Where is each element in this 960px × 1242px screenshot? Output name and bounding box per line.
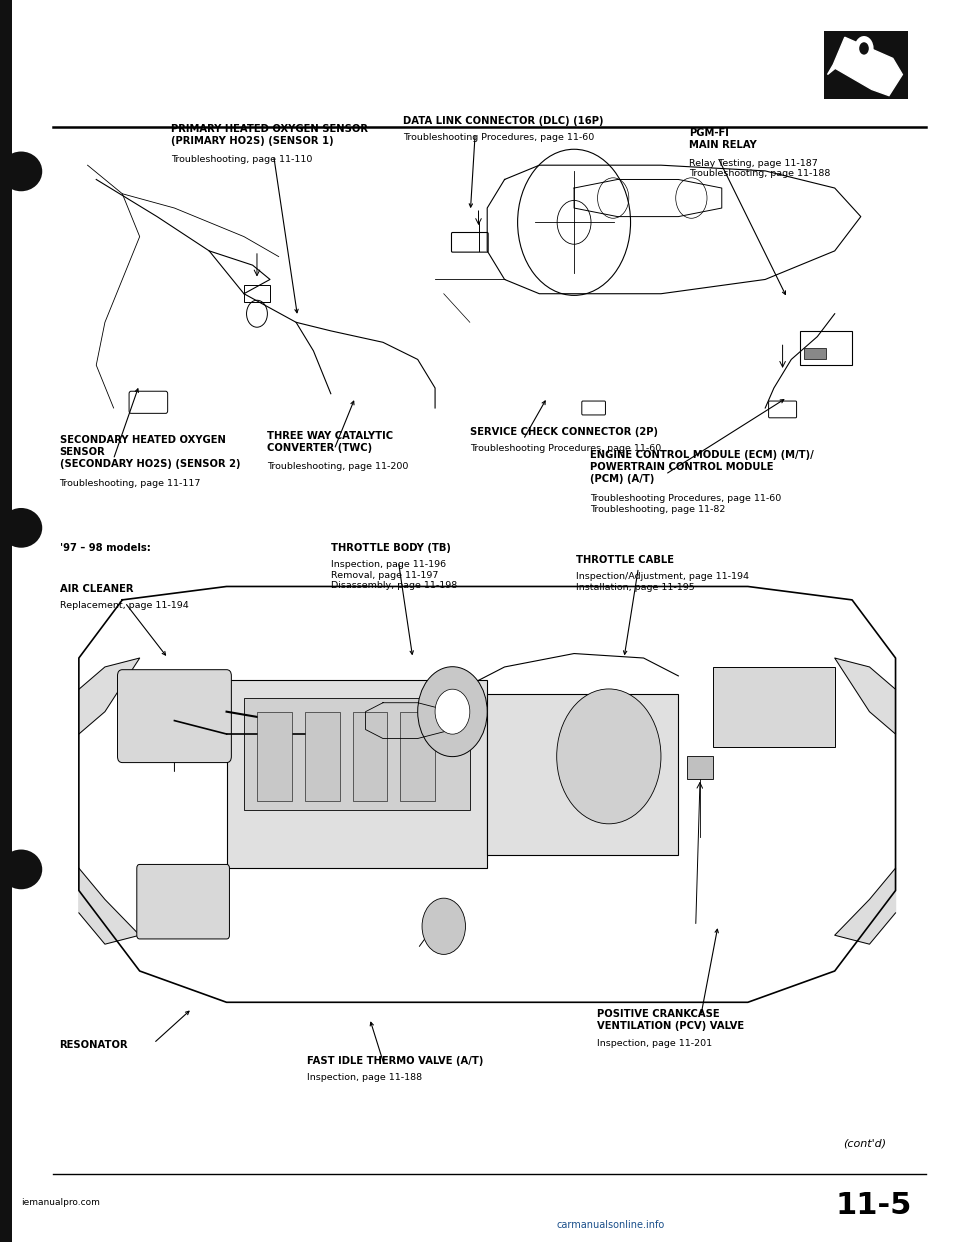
Bar — [352, 712, 387, 801]
Text: THROTTLE CABLE: THROTTLE CABLE — [576, 555, 674, 565]
Text: Troubleshooting Procedures, page 11-60
Troubleshooting, page 11-82: Troubleshooting Procedures, page 11-60 T… — [590, 494, 781, 514]
Circle shape — [854, 36, 874, 61]
Text: PRIMARY HEATED OXYGEN SENSOR
(PRIMARY HO2S) (SENSOR 1): PRIMARY HEATED OXYGEN SENSOR (PRIMARY HO… — [171, 124, 368, 147]
Bar — [244, 698, 469, 810]
Text: RESONATOR: RESONATOR — [60, 1040, 128, 1049]
Bar — [400, 712, 435, 801]
Text: H: H — [879, 58, 890, 72]
Text: Relay Testing, page 11-187
Troubleshooting, page 11-188: Relay Testing, page 11-187 Troubleshooti… — [689, 159, 830, 179]
Polygon shape — [835, 868, 896, 944]
Circle shape — [418, 667, 488, 756]
Bar — [304, 712, 340, 801]
Circle shape — [557, 689, 661, 823]
Text: PGM-FI
MAIN RELAY: PGM-FI MAIN RELAY — [689, 128, 757, 150]
Ellipse shape — [0, 152, 42, 191]
Text: THROTTLE BODY (TB): THROTTLE BODY (TB) — [331, 543, 451, 553]
Ellipse shape — [0, 850, 42, 889]
Text: Troubleshooting Procedures, page 11-60: Troubleshooting Procedures, page 11-60 — [403, 133, 594, 142]
Bar — [244, 286, 270, 302]
Bar — [800, 330, 852, 365]
Bar — [0, 0, 12, 1242]
Text: SERVICE CHECK CONNECTOR (2P): SERVICE CHECK CONNECTOR (2P) — [470, 427, 659, 437]
Text: Inspection, page 11-188: Inspection, page 11-188 — [307, 1073, 422, 1082]
Polygon shape — [79, 868, 140, 944]
Bar — [804, 348, 826, 359]
Bar — [824, 31, 908, 99]
Polygon shape — [79, 658, 140, 734]
Ellipse shape — [0, 508, 42, 548]
Text: AIR CLEANER: AIR CLEANER — [60, 584, 133, 594]
Bar — [488, 694, 679, 854]
Bar — [687, 756, 713, 779]
Text: SECONDARY HEATED OXYGEN
SENSOR
(SECONDARY HO2S) (SENSOR 2): SECONDARY HEATED OXYGEN SENSOR (SECONDAR… — [60, 435, 240, 468]
Text: Troubleshooting, page 11-110: Troubleshooting, page 11-110 — [171, 155, 312, 164]
Text: 11-5: 11-5 — [835, 1191, 912, 1220]
Text: ENGINE CONTROL MODULE (ECM) (M/T)/
POWERTRAIN CONTROL MODULE
(PCM) (A/T): ENGINE CONTROL MODULE (ECM) (M/T)/ POWER… — [590, 450, 814, 483]
Polygon shape — [366, 703, 452, 739]
Text: Troubleshooting, page 11-117: Troubleshooting, page 11-117 — [60, 479, 201, 488]
Bar — [257, 712, 292, 801]
Text: Inspection, page 11-201: Inspection, page 11-201 — [597, 1040, 712, 1048]
Text: Inspection/Adjustment, page 11-194
Installation, page 11-195: Inspection/Adjustment, page 11-194 Insta… — [576, 573, 749, 592]
Bar — [713, 667, 835, 748]
Polygon shape — [828, 37, 902, 96]
Text: '97 – 98 models:: '97 – 98 models: — [60, 543, 151, 553]
Polygon shape — [835, 658, 896, 734]
Bar — [53, 137, 922, 422]
Text: POSITIVE CRANKCASE
VENTILATION (PCV) VALVE: POSITIVE CRANKCASE VENTILATION (PCV) VAL… — [597, 1009, 744, 1031]
Text: Inspection, page 11-196
Removal, page 11-197
Disassembly, page 11-198: Inspection, page 11-196 Removal, page 11… — [331, 560, 458, 590]
Text: Troubleshooting, page 11-200: Troubleshooting, page 11-200 — [267, 462, 408, 471]
Circle shape — [422, 898, 466, 954]
Text: Troubleshooting Procedures, page 11-60: Troubleshooting Procedures, page 11-60 — [470, 445, 661, 453]
Text: (cont'd): (cont'd) — [843, 1139, 886, 1149]
Text: Replacement, page 11-194: Replacement, page 11-194 — [60, 601, 188, 610]
Text: FAST IDLE THERMO VALVE (A/T): FAST IDLE THERMO VALVE (A/T) — [307, 1056, 484, 1066]
Circle shape — [859, 42, 869, 55]
FancyBboxPatch shape — [117, 669, 231, 763]
Text: THREE WAY CATALYTIC
CONVERTER (TWC): THREE WAY CATALYTIC CONVERTER (TWC) — [267, 431, 393, 453]
FancyBboxPatch shape — [137, 864, 229, 939]
Text: DATA LINK CONNECTOR (DLC) (16P): DATA LINK CONNECTOR (DLC) (16P) — [403, 116, 604, 125]
Text: carmanualsonline.info: carmanualsonline.info — [557, 1220, 665, 1230]
Bar — [227, 681, 488, 868]
Text: iemanualpro.com: iemanualpro.com — [21, 1199, 100, 1207]
Circle shape — [435, 689, 469, 734]
